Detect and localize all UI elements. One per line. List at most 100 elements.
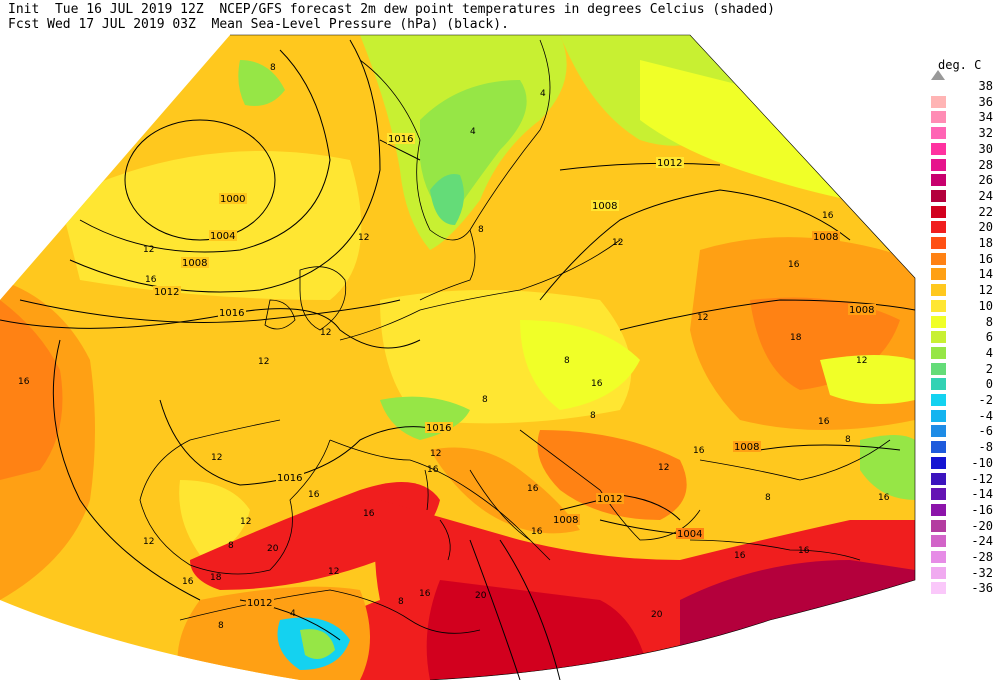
legend-item: -4 [931, 408, 993, 424]
dewpoint-label: 16 [798, 546, 810, 556]
legend-label: -24 [971, 534, 993, 549]
legend-item: -10 [931, 455, 993, 471]
dewpoint-label: 12 [143, 537, 154, 547]
legend-item: -16 [931, 502, 993, 518]
legend-label: 20 [978, 220, 993, 235]
legend-swatch [931, 551, 946, 563]
dewpoint-label: 12 [320, 328, 331, 338]
legend-item: -6 [931, 423, 993, 439]
legend-label: 16 [978, 251, 993, 266]
legend-label: -36 [971, 581, 993, 596]
legend-item: 26 [931, 172, 993, 188]
legend-item: 4 [931, 345, 993, 361]
dewpoint-label: 8 [218, 621, 224, 631]
legend-label: 36 [978, 94, 993, 109]
legend-swatch [931, 252, 946, 265]
legend-item: 38 [931, 78, 993, 94]
legend-swatch [931, 409, 946, 422]
dewpoint-label: 4 [290, 609, 296, 619]
dewpoint-label: 12 [143, 245, 154, 255]
isobar-label: 1004 [677, 529, 702, 540]
legend-item: 10 [931, 298, 993, 314]
isobar-label: 1012 [247, 598, 272, 609]
dewpoint-label: 16 [308, 490, 320, 500]
dewpoint-label: 12 [430, 449, 441, 459]
legend-item: 16 [931, 251, 993, 267]
legend-item: 34 [931, 109, 993, 125]
dewpoint-label: 8 [765, 493, 771, 503]
legend-label: 8 [985, 314, 993, 329]
coastlines [139, 39, 891, 634]
legend-label: -8 [978, 440, 993, 455]
dewpoint-label: 20 [267, 544, 279, 554]
dewpoint-label: 8 [845, 435, 851, 445]
legend-label: -16 [971, 502, 993, 517]
legend-item: 6 [931, 329, 993, 345]
legend-item: 30 [931, 141, 993, 157]
legend-label: -32 [971, 565, 993, 580]
legend-item: -2 [931, 392, 993, 408]
legend-item: 32 [931, 125, 993, 141]
dewpoint-label: 12 [856, 356, 867, 366]
isobar-label: 1008 [553, 515, 578, 526]
dewpoint-label: 16 [18, 377, 30, 387]
dewpoint-label: 20 [475, 591, 487, 601]
isobar-label: 1012 [657, 158, 682, 169]
dewpoint-label: 12 [240, 517, 251, 527]
legend-swatch [931, 95, 946, 108]
dewpoint-label: 18 [210, 573, 222, 583]
dewpoint-label: 16 [419, 589, 431, 599]
dewpoint-label: 12 [697, 313, 708, 323]
legend-swatch [931, 535, 946, 548]
legend-label: -4 [978, 408, 993, 423]
legend-swatch [931, 331, 946, 344]
legend-label: 18 [978, 236, 993, 250]
legend-label: 14 [978, 267, 993, 282]
legend-label: -2 [978, 393, 993, 407]
isobar-label: 1008 [813, 232, 838, 243]
dewpoint-label: 16 [788, 260, 800, 270]
legend-label: 30 [978, 141, 993, 156]
legend-swatch [931, 268, 946, 281]
legend-unit: deg. C [938, 58, 982, 72]
legend-label: -20 [971, 518, 993, 533]
legend-swatch [931, 441, 946, 454]
dewpoint-label: 16 [145, 275, 157, 285]
legend-item: 8 [931, 314, 993, 330]
legend-swatch [931, 519, 946, 532]
legend-swatch [931, 142, 946, 155]
dewpoint-label: 16 [591, 379, 603, 389]
legend-item: -14 [931, 486, 993, 502]
dewpoint-label: 8 [482, 395, 488, 405]
isobar-label: 1016 [277, 473, 302, 484]
legend-swatch [931, 284, 946, 297]
legend-item: 12 [931, 282, 993, 298]
legend-swatch [931, 315, 946, 328]
isobar-label: 1008 [849, 305, 874, 316]
legend-swatch [931, 299, 946, 312]
dewpoint-label: 16 [363, 509, 375, 519]
dewpoint-label: 12 [211, 453, 222, 463]
legend-item: -24 [931, 533, 993, 549]
dewpoint-label: 18 [790, 333, 802, 343]
legend-item: -8 [931, 439, 993, 455]
legend-label: -10 [971, 455, 993, 470]
dewpoint-label: 20 [651, 610, 663, 620]
isobar-label: 1008 [182, 258, 207, 269]
dewpoint-label: 16 [693, 446, 705, 456]
isobar-label: 1008 [734, 442, 759, 453]
legend-item: 0 [931, 376, 993, 392]
dewpoint-label: 12 [658, 463, 669, 473]
legend-swatch [931, 205, 946, 218]
legend-swatch [931, 221, 946, 234]
legend-label: 24 [978, 188, 993, 203]
legend-swatch [931, 503, 946, 516]
dewpoint-label: 4 [470, 127, 476, 137]
dewpoint-labels: 8 4 12 16 12 12 12 16 12 12 16 12 8 4 8 … [18, 63, 890, 631]
dewpoint-label: 16 [527, 484, 539, 494]
isobar-label: 1000 [220, 194, 245, 205]
legend-item: -32 [931, 565, 993, 581]
legend-swatch [931, 127, 946, 140]
legend-item: -20 [931, 518, 993, 534]
